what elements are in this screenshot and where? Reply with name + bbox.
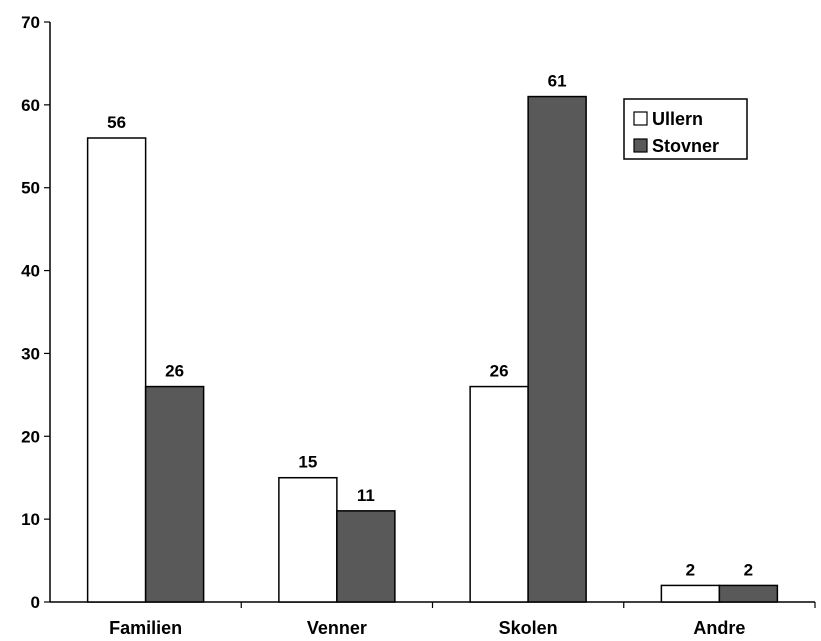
y-axis: 0 10 20 30 40 50 60 70: [21, 13, 51, 612]
bar-stovner-andre: [718, 584, 779, 603]
x-category-label: Venner: [307, 618, 367, 638]
legend-label-ullern: Ullern: [652, 109, 703, 129]
value-label-stovner-venner: 11: [357, 486, 375, 505]
bar-ullern-andre: [660, 584, 721, 603]
bar-stovner-familien: [144, 385, 205, 603]
value-labels: 56 15 26 2 26 11 61 2: [107, 72, 753, 580]
bars: [86, 95, 779, 603]
y-tick-label: 0: [31, 593, 40, 612]
value-label-ullern-skolen: 26: [490, 362, 509, 381]
legend: Ullern Stovner: [623, 98, 748, 160]
x-category-label: Skolen: [499, 618, 558, 638]
y-tick-label: 70: [21, 13, 40, 32]
legend-swatch-ullern: [633, 111, 648, 126]
y-tick-label: 20: [21, 427, 40, 446]
y-tick-label: 40: [21, 262, 40, 281]
bar-stovner-skolen: [527, 95, 587, 603]
y-tick-label: 60: [21, 96, 40, 115]
y-tick-label: 30: [21, 344, 40, 363]
bar-stovner-venner: [336, 510, 396, 603]
x-category-label: Familien: [109, 618, 182, 638]
x-category-label: Andre: [693, 618, 745, 638]
y-tick-label: 10: [21, 510, 40, 529]
value-label-ullern-andre: 2: [686, 560, 695, 579]
value-label-stovner-andre: 2: [744, 560, 753, 579]
bar-ullern-skolen: [469, 385, 529, 603]
bar-ullern-familien: [86, 137, 147, 603]
value-label-stovner-skolen: 61: [548, 72, 567, 91]
legend-label-stovner: Stovner: [652, 136, 719, 156]
value-label-ullern-familien: 56: [107, 113, 126, 132]
value-label-ullern-venner: 15: [298, 453, 317, 472]
x-axis: Familien Venner Skolen Andre: [50, 601, 816, 638]
y-tick-label: 50: [21, 179, 40, 198]
bar-ullern-venner: [278, 476, 338, 603]
value-label-stovner-familien: 26: [165, 362, 184, 381]
legend-swatch-stovner: [633, 138, 648, 153]
